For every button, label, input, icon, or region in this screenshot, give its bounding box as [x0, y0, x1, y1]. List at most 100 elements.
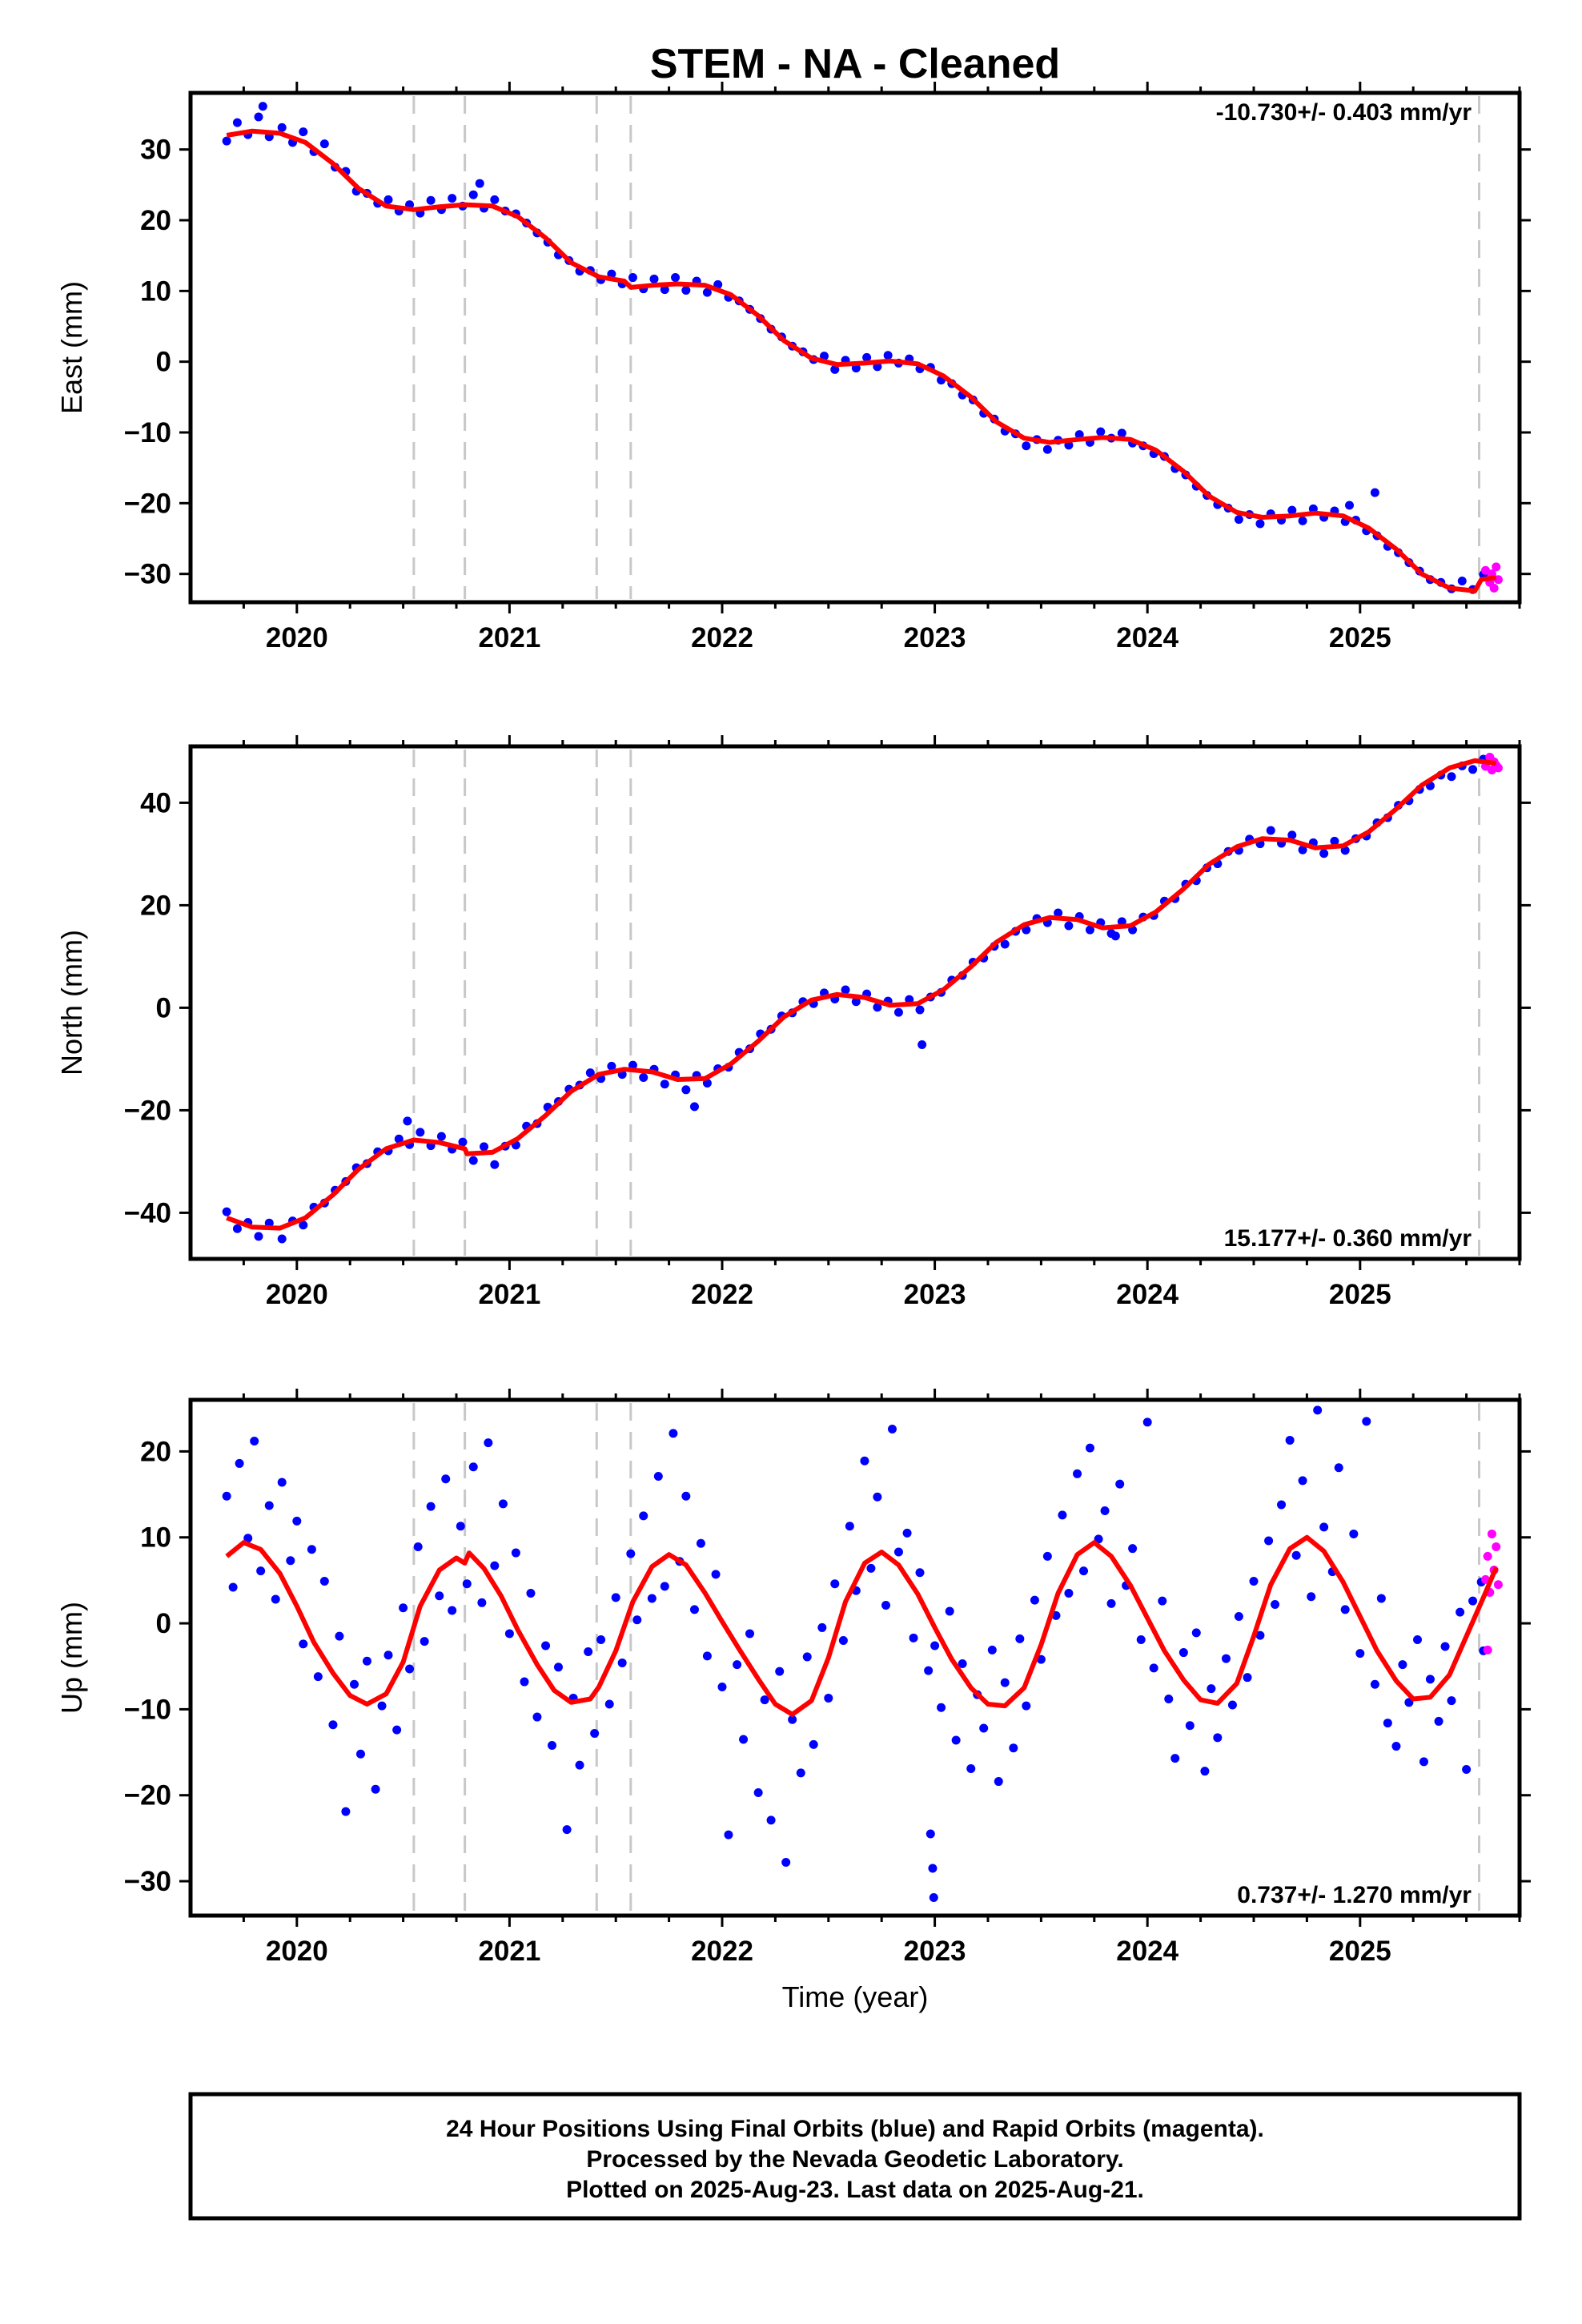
data-point-final: [1370, 1679, 1379, 1689]
data-point-rapid: [1483, 1551, 1492, 1561]
data-point-final: [286, 1556, 295, 1566]
x-tick-label: 2022: [691, 622, 753, 653]
up-panel: 2020 2021 2022 2023 2024 2025 20 10 0 −10 −20 −30 Up…: [55, 1389, 1531, 1967]
data-point-final: [830, 364, 840, 374]
data-point-final: [1085, 1443, 1094, 1453]
data-point-final: [1064, 921, 1074, 931]
data-point-final: [313, 1672, 323, 1682]
data-point-final: [504, 1629, 514, 1638]
data-point-final: [548, 1740, 557, 1750]
data-point-final: [1266, 826, 1275, 835]
data-point-final: [1079, 1566, 1089, 1576]
data-point-final: [413, 1542, 423, 1552]
data-point-final: [232, 1224, 242, 1233]
x-tick-label: 2020: [266, 622, 328, 653]
data-point-final: [1164, 1695, 1174, 1704]
y-tick-label: 0: [156, 347, 171, 378]
data-point-rapid: [1483, 1645, 1492, 1655]
y-axis-label: East (mm): [55, 281, 88, 414]
footer-line-3: Plotted on 2025-Aug-23. Last data on 202…: [566, 2177, 1144, 2203]
model-fit-line: [226, 128, 1497, 593]
data-point-final: [1468, 765, 1478, 774]
data-point-final: [1457, 577, 1467, 585]
data-point-rapid: [1493, 763, 1503, 773]
data-point-final: [739, 1735, 749, 1744]
data-point-final: [468, 1462, 478, 1472]
x-tick-label: 2022: [691, 1936, 753, 1967]
data-point-final: [1015, 1634, 1025, 1643]
data-point-final: [717, 1682, 727, 1691]
data-point-final: [1334, 1463, 1343, 1473]
data-point-final: [319, 1576, 329, 1586]
data-point-final: [760, 1695, 769, 1705]
data-point-final: [1468, 1596, 1478, 1606]
data-point-final: [1000, 939, 1010, 949]
data-point-final: [1462, 1765, 1472, 1775]
data-point-final: [222, 1491, 231, 1501]
data-point-final: [1425, 1675, 1435, 1684]
data-point-final: [1149, 1663, 1158, 1673]
data-point-final: [426, 1502, 436, 1511]
x-tick-label: 2021: [478, 1279, 540, 1310]
y-tick-label: −30: [124, 1866, 171, 1897]
data-point-final: [1036, 1655, 1046, 1664]
y-tick-label: −20: [124, 1780, 171, 1811]
data-point-final: [1255, 1630, 1265, 1640]
x-tick-label: 2024: [1116, 622, 1178, 653]
data-point-final: [480, 1142, 489, 1152]
x-tick-label: 2023: [904, 1936, 966, 1967]
data-point-final: [1319, 1522, 1329, 1532]
data-point-final: [436, 1132, 446, 1141]
x-tick-label: 2023: [904, 622, 966, 653]
data-point-final: [383, 1651, 393, 1660]
data-point-final: [498, 1499, 508, 1509]
data-point-final: [838, 1636, 848, 1646]
data-point-final: [1064, 1589, 1074, 1598]
data-point-final: [681, 1085, 691, 1095]
data-point-final: [841, 985, 850, 995]
data-point-final: [399, 1603, 408, 1613]
data-point-final: [575, 1760, 584, 1770]
data-point-final: [937, 1703, 946, 1712]
figure-title: STEM - NA - Cleaned: [650, 41, 1060, 87]
data-point-final: [394, 1134, 404, 1144]
data-point-final: [532, 1712, 542, 1722]
y-tick-label: 20: [140, 1436, 171, 1467]
data-point-final: [632, 1615, 642, 1625]
rate-label: 15.177+/- 0.360 mm/yr: [1224, 1225, 1472, 1252]
data-point-final: [299, 127, 308, 137]
x-tick-label: 2022: [691, 1279, 753, 1310]
data-point-final: [796, 1768, 805, 1778]
data-point-final: [1319, 849, 1329, 858]
data-point-final: [1207, 1684, 1216, 1694]
data-point-final: [477, 1598, 487, 1607]
y-tick-label: −30: [124, 559, 171, 590]
data-point-final: [649, 274, 659, 283]
data-point-final: [809, 1739, 818, 1749]
data-point-final: [1117, 428, 1126, 438]
data-point-final: [456, 1522, 465, 1531]
data-point-final: [671, 273, 681, 283]
data-point-final: [639, 1072, 648, 1082]
data-point-final: [328, 1720, 338, 1730]
data-point-final: [1009, 1743, 1018, 1753]
x-tick-label: 2023: [904, 1279, 966, 1310]
data-point-final: [689, 1102, 699, 1112]
data-point-final: [928, 1864, 938, 1873]
data-point-final: [1345, 501, 1355, 510]
data-point-final: [254, 1232, 263, 1241]
data-point-final: [1298, 845, 1307, 854]
data-point-final: [1391, 1742, 1401, 1751]
data-point-final: [647, 1594, 656, 1603]
data-point-final: [987, 1645, 997, 1655]
data-point-final: [924, 1666, 934, 1675]
data-point-final: [299, 1639, 308, 1649]
data-point-final: [420, 1637, 429, 1647]
data-point-final: [745, 1629, 755, 1638]
data-point-final: [1255, 519, 1265, 529]
data-point-final: [541, 1641, 551, 1651]
data-point-final: [1213, 1733, 1223, 1743]
data-point-final: [584, 1647, 593, 1656]
data-point-final: [830, 1579, 840, 1589]
data-point-final: [355, 1749, 365, 1759]
